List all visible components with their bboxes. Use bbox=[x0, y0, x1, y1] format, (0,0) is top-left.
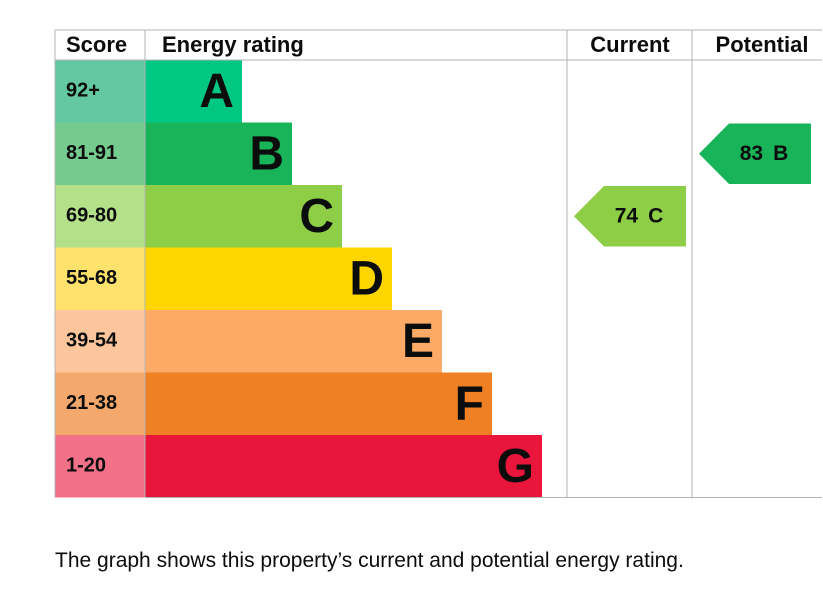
rating-bar bbox=[145, 185, 342, 248]
rating-bar bbox=[145, 372, 492, 435]
rating-letter: C bbox=[299, 190, 334, 243]
rating-bar bbox=[145, 60, 242, 123]
score-cell bbox=[55, 122, 145, 185]
score-cell bbox=[55, 435, 145, 498]
caption: The graph shows this property’s current … bbox=[55, 549, 684, 572]
rating-bar bbox=[145, 247, 392, 310]
rating-letter: B bbox=[773, 141, 788, 164]
column-header: Potential bbox=[716, 32, 809, 57]
rating-bar bbox=[145, 435, 542, 498]
column-header: Current bbox=[590, 32, 670, 57]
score-label: 55-68 bbox=[66, 267, 117, 289]
rating-value: 74 bbox=[615, 204, 639, 227]
rating-arrow bbox=[574, 186, 686, 247]
score-cell bbox=[55, 310, 145, 373]
score-label: 69-80 bbox=[66, 205, 117, 227]
score-cell bbox=[55, 60, 145, 123]
rating-value: 83 bbox=[740, 141, 763, 164]
rating-label: 83 B bbox=[740, 141, 789, 164]
score-cell bbox=[55, 247, 145, 310]
rating-letter: C bbox=[648, 204, 663, 227]
rating-bar bbox=[145, 310, 442, 373]
column-header: Score bbox=[66, 32, 127, 57]
rating-arrow bbox=[699, 123, 811, 184]
current-rating: 74 C bbox=[574, 186, 686, 247]
rating-letter: E bbox=[402, 315, 434, 368]
rating-letter: D bbox=[349, 252, 384, 305]
score-label: 81-91 bbox=[66, 142, 117, 164]
rating-letter: F bbox=[455, 377, 484, 430]
potential-rating: 83 B bbox=[699, 123, 811, 184]
rating-bar bbox=[145, 122, 292, 185]
score-cell bbox=[55, 185, 145, 248]
score-label: 1-20 bbox=[66, 455, 106, 477]
score-label: 39-54 bbox=[66, 330, 118, 352]
score-label: 21-38 bbox=[66, 392, 117, 414]
rating-label: 74 C bbox=[615, 204, 664, 227]
rating-letter: A bbox=[199, 65, 234, 118]
column-header: Energy rating bbox=[162, 32, 304, 57]
score-label: 92+ bbox=[66, 80, 100, 102]
rating-letter: B bbox=[249, 127, 284, 180]
rating-letter: G bbox=[497, 440, 534, 493]
score-cell bbox=[55, 372, 145, 435]
